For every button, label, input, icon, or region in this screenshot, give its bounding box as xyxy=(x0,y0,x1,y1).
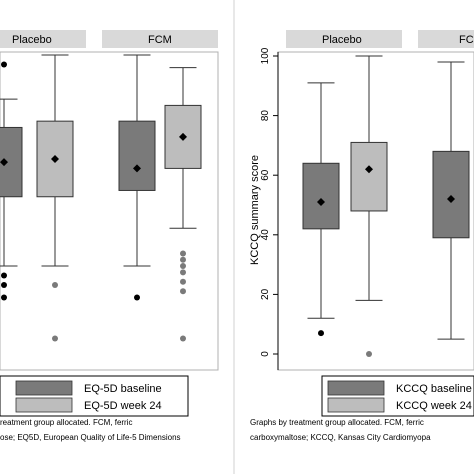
outlier-point xyxy=(318,330,324,337)
iqr-box xyxy=(302,162,340,230)
box-fcm-eq-5d-baseline xyxy=(118,54,156,301)
left-strip-fcm xyxy=(102,30,218,48)
left-strip-label-fcm: FCM xyxy=(148,34,172,46)
outlier-point xyxy=(180,263,186,270)
right-caption-line-2: carboxymaltose; KCCQ, Kansas City Cardio… xyxy=(250,433,431,442)
left-caption-line-1: reatment group allocated. FCM, ferric xyxy=(0,418,133,427)
mean-marker xyxy=(51,154,59,163)
right-legend-label-baseline: KCCQ baseline xyxy=(396,383,472,395)
left-plot-background xyxy=(0,51,219,371)
box-placebo-kccq-week-24 xyxy=(350,55,388,357)
iqr-box xyxy=(350,141,388,212)
left-legend-swatch-week24 xyxy=(15,397,73,413)
outlier-point xyxy=(52,335,58,342)
y-tick-label: 80 xyxy=(260,110,271,122)
outlier-point xyxy=(180,278,186,285)
left-legend-label-baseline: EQ-5D baseline xyxy=(84,383,162,395)
iqr-box xyxy=(0,126,23,198)
y-tick-label: 40 xyxy=(260,229,271,241)
outlier-point xyxy=(1,294,7,301)
kccq-chart: Placebo FCM KCCQ summary score 0 20 40 60 80… xyxy=(249,30,474,442)
left-strip-label-placebo: Placebo xyxy=(12,34,52,46)
left-legend-label-week24: EQ-5D week 24 xyxy=(84,400,162,412)
left-legend-swatch-baseline xyxy=(15,380,73,396)
outlier-point xyxy=(134,294,140,301)
right-strip-placebo xyxy=(286,30,402,48)
mean-marker xyxy=(0,158,8,167)
box-fcm-eq-5d-week-24 xyxy=(164,67,202,342)
outlier-point xyxy=(1,281,7,288)
right-strip-label-placebo: Placebo xyxy=(322,34,362,46)
left-strip-placebo xyxy=(0,30,86,48)
right-legend-swatch-week24 xyxy=(327,397,385,413)
right-strip-label-fcm: FCM xyxy=(459,34,474,46)
outlier-point xyxy=(180,269,186,276)
box-placebo-kccq-baseline xyxy=(302,82,340,337)
outlier-point xyxy=(180,335,186,342)
mean-marker xyxy=(317,198,325,207)
mean-marker xyxy=(365,165,373,174)
iqr-box xyxy=(432,150,470,239)
mean-marker xyxy=(447,195,455,204)
right-y-axis-title: KCCQ summary score xyxy=(249,155,261,265)
right-strip-fcm xyxy=(418,30,474,48)
left-caption-line-2: ose; EQ5D, European Quality of Life-5 Di… xyxy=(0,433,181,442)
right-caption-line-1: Graphs by treatment group allocated. FCM… xyxy=(250,418,424,427)
outlier-point xyxy=(366,351,372,357)
y-tick-label: 20 xyxy=(260,288,271,300)
outlier-point xyxy=(52,281,58,288)
right-legend-label-week24: KCCQ week 24 xyxy=(396,400,472,412)
outlier-point xyxy=(180,288,186,295)
eq5d-chart: Placebo FCM EQ-5D baseline EQ-5D week 24… xyxy=(0,30,219,442)
right-y-axis: 0 20 40 60 80 100 xyxy=(260,47,279,370)
box-fcm-kccq-baseline xyxy=(432,61,470,340)
left-boxes xyxy=(0,54,202,342)
box-placebo-eq-5d-baseline xyxy=(0,61,23,301)
iqr-box xyxy=(118,120,156,191)
mean-marker xyxy=(179,132,187,141)
right-boxes xyxy=(302,55,470,357)
y-tick-label: 100 xyxy=(260,47,271,64)
outlier-point xyxy=(1,272,7,279)
right-legend-swatch-baseline xyxy=(327,380,385,396)
box-placebo-eq-5d-week-24 xyxy=(36,54,74,342)
outlier-point xyxy=(1,61,7,68)
outlier-point xyxy=(180,250,186,257)
y-tick-label: 60 xyxy=(260,169,271,181)
mean-marker xyxy=(133,164,141,173)
outlier-point xyxy=(180,256,186,263)
y-tick-label: 0 xyxy=(260,351,271,357)
